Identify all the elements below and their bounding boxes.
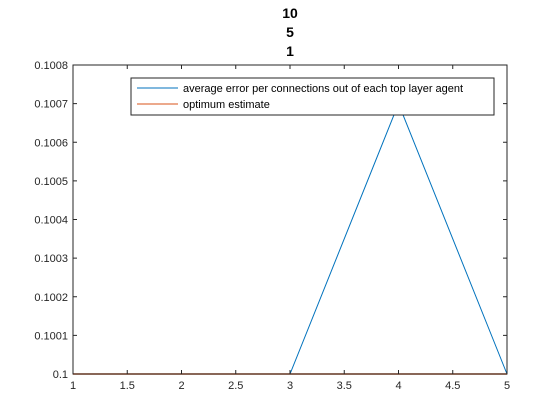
x-tick-label: 3.5 — [337, 380, 352, 392]
title-line: 1 — [286, 43, 294, 59]
x-axis: 1 1.5 2 2.5 3 3.5 4 4.5 5 — [70, 65, 510, 392]
y-tick-label: 0.1 — [53, 369, 68, 381]
y-tick-label: 0.1001 — [34, 330, 68, 342]
y-tick-label: 0.1008 — [34, 60, 68, 72]
y-axis: 0.1 0.1001 0.1002 0.1003 0.1004 0.1005 0.1006 0… — [34, 60, 507, 381]
y-tick-label: 0.1007 — [34, 99, 68, 111]
y-tick-label: 0.1005 — [34, 176, 68, 188]
y-tick-label: 0.1004 — [34, 215, 68, 227]
y-tick-label: 0.1002 — [34, 292, 68, 304]
plot-area — [73, 65, 507, 374]
y-tick-label: 0.1006 — [34, 137, 68, 149]
chart-title: 10 5 1 — [282, 5, 298, 59]
title-line: 10 — [282, 5, 298, 21]
y-tick-label: 0.1003 — [34, 253, 68, 265]
legend: average error per connections out of eac… — [130, 77, 495, 116]
x-tick-label: 4 — [395, 380, 401, 392]
x-tick-label: 1 — [70, 380, 76, 392]
title-line: 5 — [286, 24, 294, 40]
x-tick-label: 1.5 — [120, 380, 135, 392]
x-tick-label: 2.5 — [228, 380, 243, 392]
x-tick-label: 5 — [504, 380, 510, 392]
legend-box — [130, 77, 495, 116]
legend-label-series-2: optimum estimate — [183, 99, 270, 111]
x-tick-label: 4.5 — [445, 380, 460, 392]
legend-label-series-1: average error per connections out of eac… — [183, 83, 463, 95]
x-tick-label: 2 — [178, 380, 184, 392]
x-tick-label: 3 — [287, 380, 293, 392]
